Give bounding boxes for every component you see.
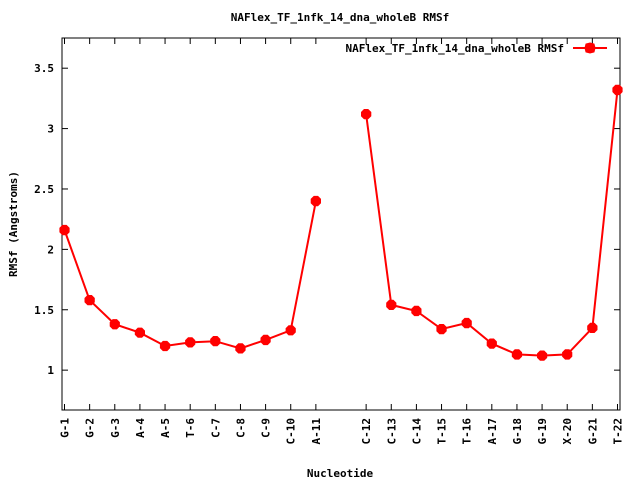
x-tick-label: G-1	[59, 418, 72, 438]
x-tick-label: G-21	[586, 418, 599, 445]
data-point	[134, 327, 145, 338]
data-point	[386, 299, 397, 310]
data-point	[109, 319, 120, 330]
x-tick-label: T-15	[436, 418, 449, 445]
y-tick-label: 2.5	[34, 183, 54, 196]
x-tick-label: G-18	[511, 418, 524, 445]
data-point	[285, 325, 296, 336]
x-tick-label: C-13	[385, 418, 398, 445]
x-tick-label: C-10	[285, 418, 298, 445]
chart-title: NAFlex_TF_1nfk_14_dna_wholeB RMSf	[231, 11, 450, 24]
x-tick-label: A-5	[159, 418, 172, 438]
x-tick-label: C-8	[234, 418, 247, 438]
data-point	[361, 109, 372, 120]
data-point	[260, 334, 271, 346]
y-tick-label: 3.5	[34, 62, 54, 75]
x-tick-label: T-16	[461, 418, 474, 445]
legend: NAFlex_TF_1nfk_14_dna_wholeB RMSf	[345, 42, 607, 55]
y-tick-label: 1.5	[34, 304, 54, 317]
x-tick-label: C-9	[260, 418, 273, 438]
series-line	[365, 89, 619, 357]
x-axis-label: Nucleotide	[307, 467, 374, 480]
legend-label: NAFlex_TF_1nfk_14_dna_wholeB RMSf	[345, 42, 564, 55]
x-tick-label: A-17	[486, 418, 499, 445]
series-layer	[59, 84, 623, 361]
x-tick-label: T-22	[611, 418, 624, 445]
data-point	[310, 195, 321, 207]
x-tick-label: A-11	[310, 418, 323, 445]
legend-marker	[584, 42, 596, 54]
data-point	[185, 337, 196, 348]
x-tick-label: C-7	[209, 418, 222, 438]
data-point	[159, 340, 171, 352]
y-axis-label: RMSf (Angstroms)	[7, 171, 20, 277]
data-point	[235, 343, 246, 354]
data-point	[210, 336, 221, 347]
x-tick-label: X-20	[561, 418, 574, 445]
series-line	[63, 200, 317, 350]
data-point	[84, 295, 95, 306]
x-tick-label: C-14	[410, 418, 423, 445]
x-axis: G-1 G-2 G-3 A-4 A-5 T-6 C-7 C-8 C-9 C-10 A-11 C-12 C…	[59, 38, 624, 445]
y-tick-label: 1	[47, 364, 54, 377]
data-point	[537, 350, 548, 361]
x-tick-label: A-4	[134, 418, 147, 438]
data-point	[436, 324, 447, 335]
x-tick-label: G-3	[109, 418, 122, 438]
plot-area-frame	[61, 37, 621, 411]
data-point	[612, 84, 623, 96]
x-tick-label: G-2	[84, 418, 97, 438]
data-point	[461, 317, 472, 329]
data-point	[59, 224, 70, 236]
y-tick-label: 3	[47, 123, 54, 136]
data-point	[511, 349, 523, 360]
y-axis: 1 1.5 2 2.5 3 3.5	[34, 62, 620, 377]
data-point	[486, 338, 497, 349]
x-tick-label: G-19	[536, 418, 549, 445]
y-tick-label: 2	[47, 243, 54, 256]
x-tick-label: C-12	[360, 418, 373, 445]
data-point	[562, 349, 573, 360]
x-tick-label: T-6	[184, 418, 197, 438]
data-point	[587, 322, 598, 333]
data-point	[411, 305, 422, 317]
